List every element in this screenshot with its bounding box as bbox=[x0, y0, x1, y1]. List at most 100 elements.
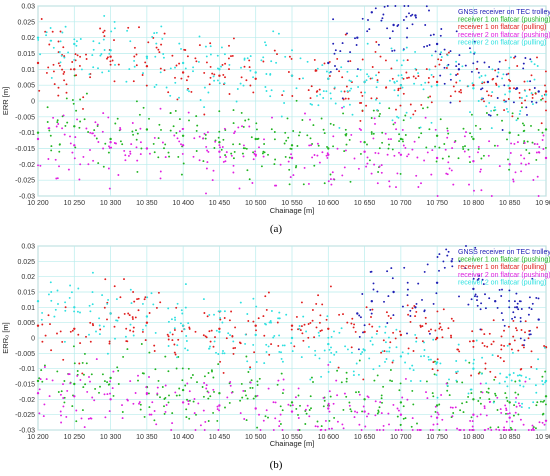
data-point bbox=[415, 16, 417, 19]
data-point bbox=[297, 413, 299, 416]
data-point bbox=[159, 71, 162, 74]
data-point bbox=[357, 348, 360, 351]
data-point bbox=[481, 356, 484, 359]
data-point bbox=[216, 408, 219, 411]
data-point bbox=[222, 73, 225, 76]
data-point bbox=[63, 380, 66, 382]
data-point bbox=[193, 398, 196, 400]
data-point bbox=[406, 304, 409, 307]
data-point bbox=[367, 412, 370, 415]
data-point bbox=[398, 151, 400, 154]
data-point bbox=[454, 406, 457, 409]
data-point bbox=[383, 350, 386, 353]
data-point bbox=[252, 297, 255, 300]
data-point bbox=[376, 330, 379, 333]
data-point bbox=[508, 401, 511, 404]
data-point bbox=[406, 288, 409, 291]
data-point bbox=[163, 32, 166, 35]
data-point bbox=[83, 426, 86, 429]
data-point bbox=[264, 295, 267, 298]
data-point bbox=[438, 327, 441, 330]
data-point bbox=[174, 353, 177, 356]
data-point bbox=[313, 164, 316, 167]
data-point bbox=[544, 156, 548, 160]
data-point bbox=[130, 143, 133, 146]
data-point bbox=[181, 134, 185, 137]
data-point bbox=[270, 60, 273, 63]
data-point bbox=[73, 42, 76, 46]
data-point bbox=[83, 118, 86, 121]
data-point bbox=[301, 332, 304, 335]
data-point bbox=[500, 344, 503, 347]
data-point bbox=[536, 65, 539, 67]
data-point bbox=[329, 395, 332, 398]
data-point bbox=[425, 68, 428, 71]
data-point bbox=[218, 330, 221, 334]
data-point bbox=[432, 338, 435, 341]
data-point bbox=[298, 325, 301, 327]
data-point bbox=[148, 376, 150, 378]
data-point bbox=[184, 49, 187, 51]
data-point bbox=[111, 59, 114, 62]
chart-panel-b: 10 200 10 250 10 300 10 350 10 400 10 450 10 5… bbox=[1, 244, 550, 449]
data-point bbox=[299, 329, 302, 332]
data-point bbox=[383, 5, 386, 8]
data-point bbox=[521, 344, 524, 347]
data-point bbox=[67, 51, 70, 54]
data-point bbox=[192, 155, 195, 158]
data-point bbox=[506, 344, 509, 347]
data-point bbox=[292, 130, 295, 132]
data-point bbox=[476, 415, 479, 418]
data-point bbox=[138, 113, 141, 116]
data-point bbox=[324, 419, 327, 422]
data-point bbox=[142, 72, 144, 75]
data-point bbox=[487, 427, 490, 430]
data-point bbox=[348, 79, 351, 82]
data-point bbox=[329, 92, 332, 95]
data-point bbox=[43, 403, 46, 406]
data-point bbox=[395, 186, 397, 189]
data-point bbox=[332, 178, 335, 181]
data-point bbox=[230, 154, 233, 157]
data-point bbox=[60, 390, 63, 393]
data-point bbox=[411, 417, 414, 420]
data-point bbox=[136, 170, 139, 173]
data-point bbox=[439, 74, 442, 77]
data-point bbox=[518, 374, 521, 377]
data-point bbox=[79, 342, 82, 345]
data-point bbox=[57, 94, 60, 97]
data-point bbox=[252, 397, 255, 400]
data-point bbox=[117, 316, 120, 319]
data-point bbox=[470, 374, 473, 377]
data-point bbox=[231, 54, 234, 57]
data-point bbox=[253, 351, 256, 354]
data-point bbox=[385, 86, 388, 89]
data-point bbox=[336, 57, 339, 60]
data-point bbox=[385, 358, 388, 360]
data-point bbox=[330, 183, 333, 186]
data-point bbox=[282, 378, 285, 381]
data-point bbox=[485, 382, 488, 385]
data-point bbox=[319, 330, 322, 332]
data-point bbox=[450, 260, 453, 263]
data-point bbox=[76, 374, 79, 377]
data-point bbox=[89, 340, 92, 343]
data-point bbox=[520, 329, 523, 331]
data-point bbox=[308, 144, 311, 147]
data-point bbox=[255, 122, 258, 125]
data-point bbox=[96, 125, 99, 127]
data-point bbox=[323, 349, 326, 352]
data-point bbox=[316, 94, 318, 97]
data-point bbox=[323, 182, 326, 185]
data-point bbox=[228, 44, 230, 47]
data-point bbox=[222, 350, 224, 352]
data-point bbox=[178, 118, 181, 121]
data-point bbox=[353, 323, 356, 326]
data-point bbox=[41, 323, 44, 326]
data-point bbox=[516, 65, 519, 67]
data-point bbox=[332, 42, 335, 45]
data-point bbox=[496, 409, 499, 411]
data-point bbox=[378, 165, 381, 168]
data-point bbox=[305, 330, 308, 333]
data-point bbox=[76, 54, 79, 57]
